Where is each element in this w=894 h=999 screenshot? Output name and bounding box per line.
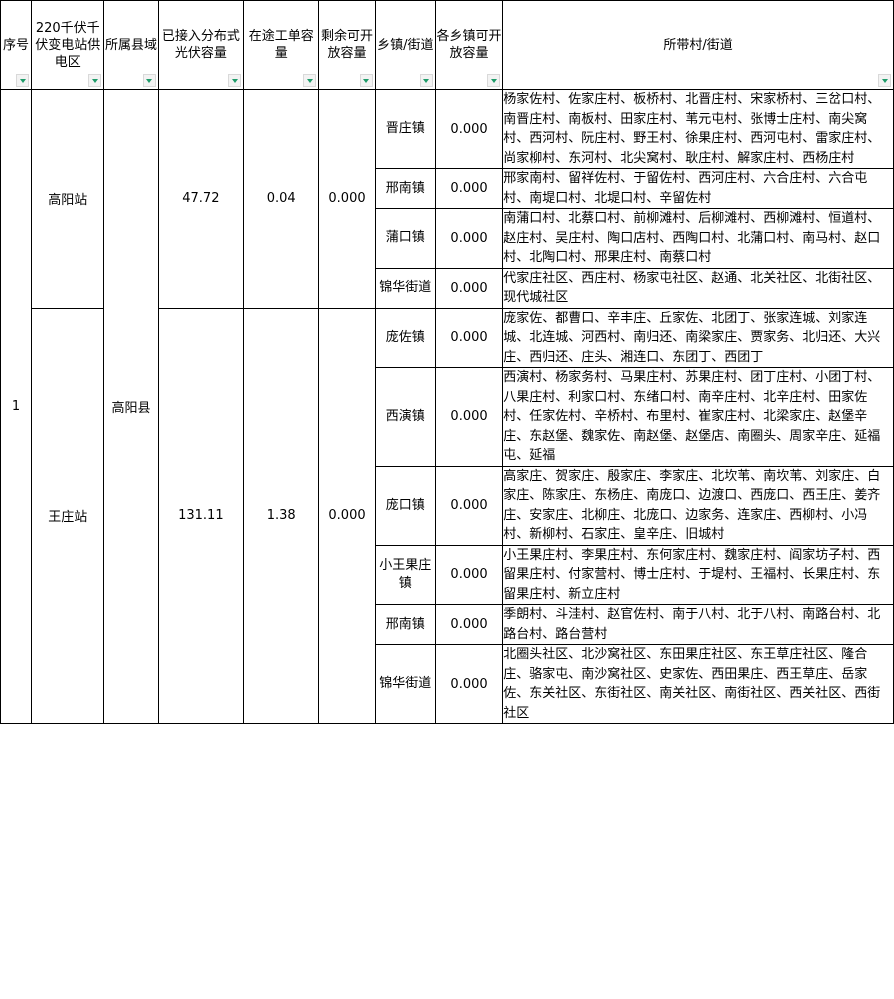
filter-dropdown-icon[interactable]	[878, 74, 891, 87]
chevron-down-icon	[423, 78, 430, 83]
cell-town[interactable]: 小王果庄镇	[374, 544, 436, 605]
cell-town-capacity[interactable]: 0.000	[434, 604, 504, 645]
cell-villages[interactable]: 北圈头社区、北沙窝社区、东田果庄社区、东王草庄社区、隆合庄、骆家屯、南沙窝社区、…	[502, 644, 894, 724]
column-header-inprogress: 在途工单容量	[243, 0, 320, 90]
filter-dropdown-icon[interactable]	[359, 74, 373, 87]
cell-station[interactable]: 王庄站	[31, 307, 105, 724]
chevron-down-icon	[231, 78, 238, 83]
column-header-county: 所属县域	[103, 0, 159, 90]
column-header-label: 序号	[3, 37, 30, 53]
table-row[interactable]: 王庄站 131.11 1.38 0.000 庞佐镇 0.000 庞家佐、都曹口、辛丰庄、丘家…	[1, 307, 894, 724]
table-row[interactable]: 邢南镇 0.000 邢家南村、留祥佐村、于留佐村、西河庄村、六合庄村、六合屯村、南堤…	[1, 168, 894, 209]
column-header-label: 在途工单容量	[248, 29, 314, 61]
column-header-station: 220千伏千伏变电站供电区	[31, 0, 105, 90]
cell-villages[interactable]: 代家庄社区、西庄村、杨家屯社区、赵通、北关社区、北街社区、现代城社区	[502, 267, 894, 309]
filter-dropdown-icon[interactable]	[487, 74, 501, 87]
column-header-seq: 序号	[0, 0, 33, 90]
chevron-down-icon	[881, 78, 888, 83]
cell-county[interactable]: 高阳县	[103, 89, 159, 724]
cell-villages[interactable]: 高家庄、贺家庄、殷家庄、李家庄、北坎苇、南坎苇、刘家庄、白家庄、陈家庄、东杨庄、…	[502, 465, 894, 546]
table-body: 1 高阳站 高阳县 47.72 0.04 0.000 晋庄镇 0.000 杨家佐村、佐家庄村、板…	[0, 89, 894, 724]
filter-dropdown-icon[interactable]	[16, 74, 30, 87]
table-row[interactable]: 庞口镇 0.000 高家庄、贺家庄、殷家庄、李家庄、北坎苇、南坎苇、刘家庄、白家庄、…	[1, 465, 894, 546]
cell-remaining[interactable]: 0.000	[318, 89, 376, 309]
column-header-label: 乡镇/街道	[377, 37, 434, 53]
cell-seq[interactable]: 1	[0, 89, 33, 724]
chevron-down-icon	[306, 78, 313, 83]
filter-dropdown-icon[interactable]	[419, 74, 433, 87]
cell-villages[interactable]: 季朗村、斗洼村、赵官佐村、南于八村、北于八村、南路台村、北路台村、路台营村	[502, 604, 894, 645]
cell-villages[interactable]: 庞家佐、都曹口、辛丰庄、丘家佐、北团丁、张家连城、刘家连城、北连城、河西村、南归…	[502, 307, 894, 368]
column-header-remaining: 剩余可开放容量	[318, 0, 376, 90]
filter-dropdown-icon[interactable]	[142, 74, 156, 87]
table-header-row: 序号 220千伏千伏变电站供电区 所属县域 已接入分布式光伏容量 在途工单容量 剩余可开放…	[0, 0, 894, 90]
cell-town[interactable]: 邢南镇	[374, 168, 436, 209]
capacity-table: 序号 220千伏千伏变电站供电区 所属县域 已接入分布式光伏容量 在途工单容量 剩余可开放…	[0, 0, 894, 724]
cell-town[interactable]: 蒲口镇	[374, 208, 436, 269]
column-header-town_cap: 各乡镇可开放容量	[434, 0, 504, 90]
cell-connected[interactable]: 131.11	[157, 307, 245, 724]
cell-town-capacity[interactable]: 0.000	[434, 544, 504, 605]
column-header-label: 所属县域	[105, 37, 158, 53]
cell-town-capacity[interactable]: 0.000	[434, 168, 504, 209]
cell-town[interactable]: 西演镇	[374, 367, 436, 467]
filter-dropdown-icon[interactable]	[228, 74, 242, 87]
cell-town[interactable]: 庞口镇	[374, 465, 436, 546]
table-row[interactable]: 锦华街道 0.000 北圈头社区、北沙窝社区、东田果庄社区、东王草庄社区、隆合庄、骆…	[1, 644, 894, 724]
column-header-label: 已接入分布式光伏容量	[161, 29, 240, 61]
cell-town-capacity[interactable]: 0.000	[434, 307, 504, 368]
cell-villages[interactable]: 邢家南村、留祥佐村、于留佐村、西河庄村、六合庄村、六合屯村、南堤口村、北堤口村、…	[502, 168, 894, 209]
cell-town-capacity[interactable]: 0.000	[434, 267, 504, 309]
table-header: 序号 220千伏千伏变电站供电区 所属县域 已接入分布式光伏容量 在途工单容量 剩余可开放…	[0, 0, 894, 90]
column-header-label: 220千伏千伏变电站供电区	[35, 20, 101, 70]
column-header-villages: 所带村/街道	[502, 0, 894, 90]
cell-inprogress[interactable]: 0.04	[243, 89, 320, 309]
cell-town[interactable]: 邢南镇	[374, 604, 436, 645]
chevron-down-icon	[363, 78, 370, 83]
cell-town-capacity[interactable]: 0.000	[434, 367, 504, 467]
cell-station[interactable]: 高阳站	[31, 89, 105, 309]
column-header-connected: 已接入分布式光伏容量	[157, 0, 245, 90]
chevron-down-icon	[146, 78, 153, 83]
cell-town-capacity[interactable]: 0.000	[434, 465, 504, 546]
cell-connected[interactable]: 47.72	[157, 89, 245, 309]
cell-town-capacity[interactable]: 0.000	[434, 208, 504, 269]
cell-remaining[interactable]: 0.000	[318, 307, 376, 724]
table-row[interactable]: 锦华街道 0.000 代家庄社区、西庄村、杨家屯社区、赵通、北关社区、北街社区、现代…	[1, 267, 894, 309]
column-header-town: 乡镇/街道	[374, 0, 436, 90]
cell-town[interactable]: 锦华街道	[374, 267, 436, 309]
chevron-down-icon	[19, 78, 26, 83]
filter-dropdown-icon[interactable]	[88, 74, 102, 87]
cell-villages[interactable]: 小王果庄村、李果庄村、东何家庄村、魏家庄村、阎家坊子村、西留果庄村、付家营村、博…	[502, 544, 894, 605]
cell-town-capacity[interactable]: 0.000	[434, 644, 504, 724]
cell-town[interactable]: 庞佐镇	[374, 307, 436, 368]
table-row[interactable]: 1 高阳站 高阳县 47.72 0.04 0.000 晋庄镇 0.000 杨家佐村、佐家庄村、板…	[0, 89, 894, 724]
cell-town[interactable]: 锦华街道	[374, 644, 436, 724]
cell-villages[interactable]: 南蒲口村、北蔡口村、前柳滩村、后柳滩村、西柳滩村、恒道村、赵庄村、吴庄村、陶口店…	[502, 208, 894, 269]
column-header-label: 各乡镇可开放容量	[436, 29, 502, 61]
table-row[interactable]: 西演镇 0.000 西演村、杨家务村、马果庄村、苏果庄村、团丁庄村、小团丁村、八果庄…	[1, 367, 894, 467]
cell-inprogress[interactable]: 1.38	[243, 307, 320, 724]
chevron-down-icon	[91, 78, 98, 83]
column-header-label: 所带村/街道	[663, 37, 733, 53]
column-header-label: 剩余可开放容量	[320, 29, 373, 61]
chevron-down-icon	[490, 78, 497, 83]
table-row[interactable]: 小王果庄镇 0.000 小王果庄村、李果庄村、东何家庄村、魏家庄村、阎家坊子村、西留…	[1, 544, 894, 605]
cell-town[interactable]: 晋庄镇	[374, 89, 436, 169]
cell-villages[interactable]: 杨家佐村、佐家庄村、板桥村、北晋庄村、宋家桥村、三岔口村、南晋庄村、南板村、田家…	[502, 89, 894, 169]
filter-dropdown-icon[interactable]	[303, 74, 317, 87]
cell-villages[interactable]: 西演村、杨家务村、马果庄村、苏果庄村、团丁庄村、小团丁村、八果庄村、利家口村、东…	[502, 367, 894, 467]
cell-town-capacity[interactable]: 0.000	[434, 89, 504, 169]
